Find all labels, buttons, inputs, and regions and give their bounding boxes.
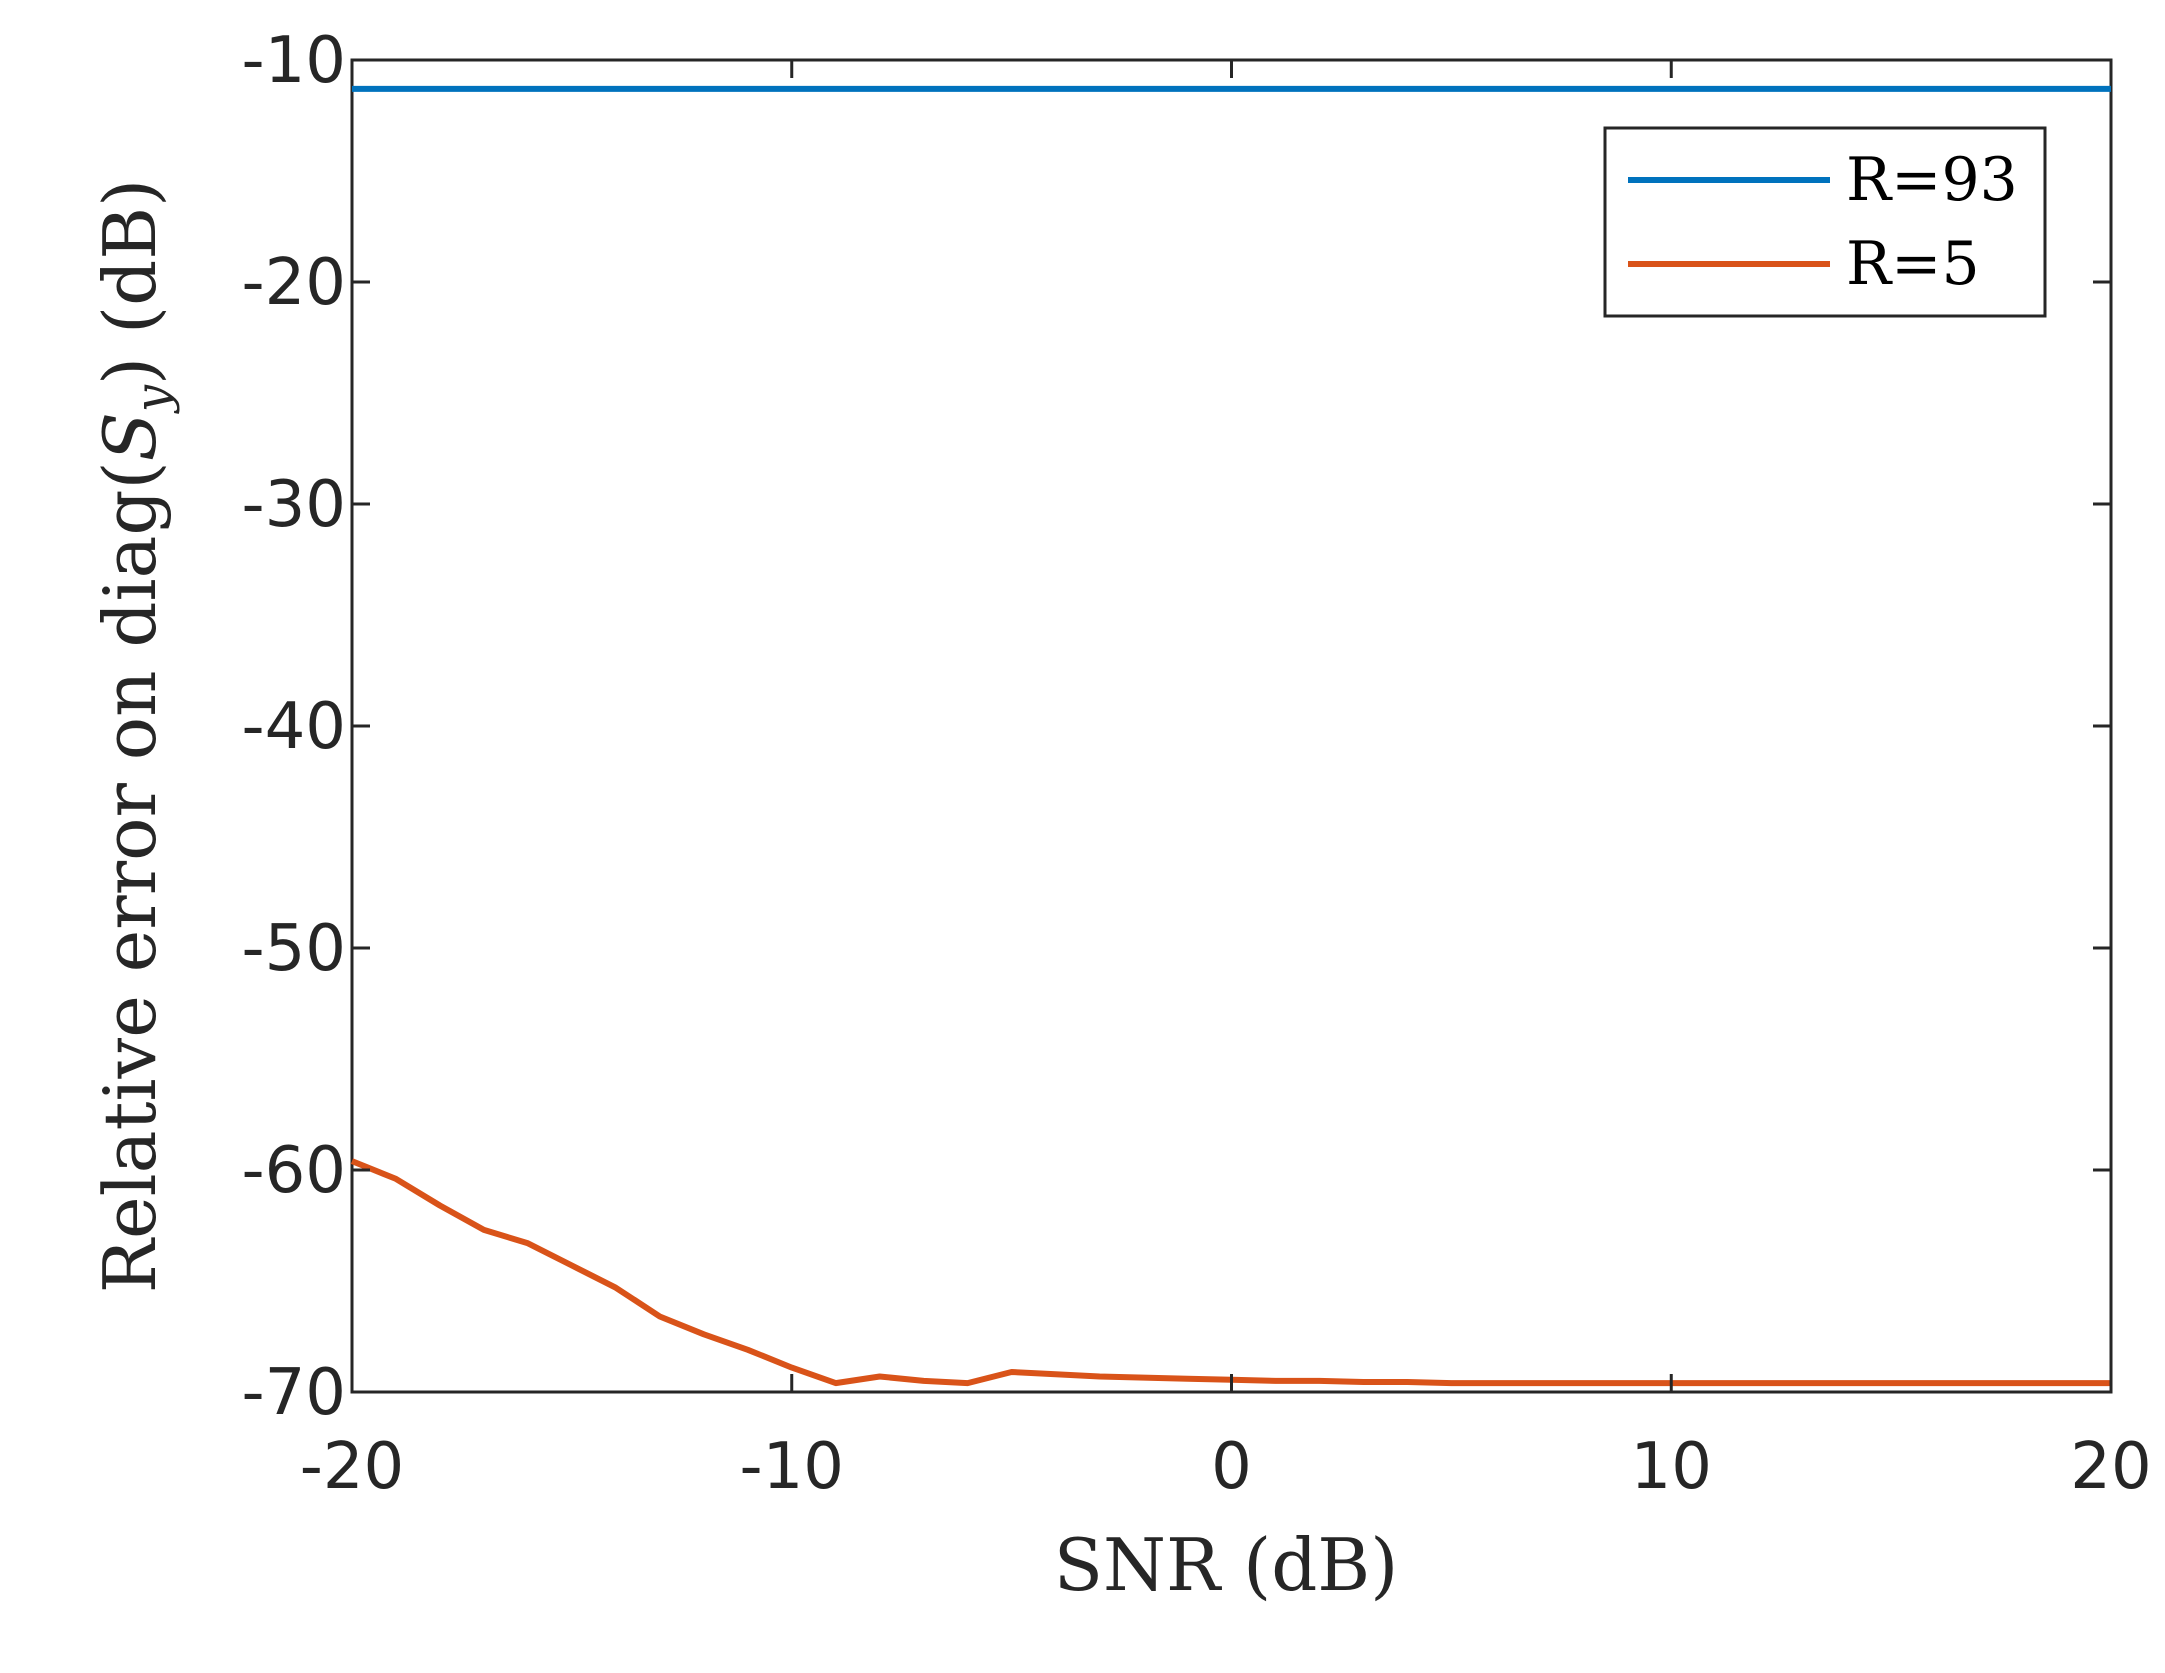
y-axis-title-subscript: y xyxy=(125,384,181,414)
y-tick-label: -10 xyxy=(241,24,346,98)
x-tick-label: -20 xyxy=(300,1430,405,1504)
legend-label-2: R=5 xyxy=(1846,229,1980,299)
y-tick-label: -30 xyxy=(241,468,346,542)
axis-ticks xyxy=(350,58,2113,1394)
x-tick-labels: -20 -10 0 10 20 xyxy=(300,1430,2152,1504)
x-tick-label: 10 xyxy=(1631,1430,1712,1504)
y-tick-label: -40 xyxy=(241,690,346,764)
y-tick-label: -70 xyxy=(241,1356,346,1430)
legend: R=93 R=5 xyxy=(1603,126,2047,318)
legend-box xyxy=(1603,126,2047,318)
legend-entries: R=93 R=5 xyxy=(1628,145,2018,299)
y-axis-title-post: ) (dB) xyxy=(88,179,172,385)
y-axis-title-pre: Relative error on diag( xyxy=(88,461,172,1293)
y-tick-label: -60 xyxy=(241,1134,346,1208)
x-tick-label: 0 xyxy=(1211,1430,1252,1504)
y-tick-labels: -10 -20 -30 -40 -50 -60 -70 xyxy=(241,24,346,1430)
x-tick-label: 20 xyxy=(2070,1430,2151,1504)
y-axis-title: Relative error on diag(Sy) (dB) xyxy=(88,179,181,1293)
x-tick-label: -10 xyxy=(739,1430,844,1504)
y-tick-label: -20 xyxy=(241,246,346,320)
y-tick-label: -50 xyxy=(241,912,346,986)
legend-label-1: R=93 xyxy=(1846,145,2018,215)
y-axis-title-symbol: S xyxy=(88,412,172,461)
x-axis-title: SNR (dB) xyxy=(1054,1523,1399,1607)
